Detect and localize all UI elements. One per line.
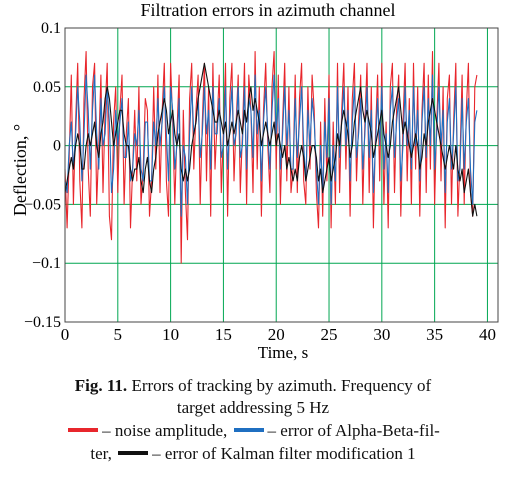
series-line-error-of-kalman-filter-modification-1 bbox=[64, 62, 478, 217]
legend-noise-label: – noise amplitude, bbox=[102, 421, 228, 440]
y-tick-label: 0.1 bbox=[41, 20, 61, 37]
legend-swatch-alpha-beta bbox=[233, 428, 264, 433]
y-tick-label: −0.05 bbox=[24, 196, 61, 213]
x-tick-label: 10 bbox=[162, 325, 179, 344]
chart-title: Filtration errors in azimuth channel bbox=[141, 0, 396, 20]
x-tick-label: 25 bbox=[321, 325, 338, 344]
series-layer bbox=[64, 50, 478, 264]
x-tick-label: 40 bbox=[479, 325, 496, 344]
legend-kalman-label: – error of Kalman filter modification 1 bbox=[152, 444, 416, 463]
legend-swatch-noise bbox=[68, 428, 99, 433]
x-axis-label: Time, s bbox=[258, 343, 308, 362]
legend-alpha-beta-cont: ter, bbox=[90, 444, 112, 463]
legend-row-2: ter, – error of Kalman filter modificati… bbox=[0, 443, 506, 464]
y-tick-label: 0.05 bbox=[33, 79, 61, 96]
x-tick-label: 0 bbox=[61, 325, 70, 344]
chart: Filtration errors in azimuth channel 0 5 1… bbox=[10, 0, 499, 362]
y-tick-label: −0.1 bbox=[32, 255, 61, 272]
legend-row-1: – noise amplitude, – error of Alpha-Beta… bbox=[0, 420, 506, 441]
x-tick-label: 15 bbox=[215, 325, 232, 344]
legend-swatch-kalman bbox=[118, 451, 149, 456]
x-tick-label: 5 bbox=[114, 325, 123, 344]
legend-alpha-beta-label: – error of Alpha-Beta-fil- bbox=[267, 421, 440, 440]
x-tick-label: 35 bbox=[426, 325, 443, 344]
x-tick-label: 30 bbox=[373, 325, 390, 344]
caption-line-1: Errors of tracking by azimuth. Frequency… bbox=[127, 376, 432, 395]
figure-caption: Fig. 11. Errors of tracking by azimuth. … bbox=[0, 375, 506, 396]
y-axis-label: Deflection, ° bbox=[10, 124, 30, 216]
y-tick-label: −0.15 bbox=[24, 314, 61, 331]
figure-label: Fig. 11. bbox=[74, 376, 128, 395]
x-tick-label: 20 bbox=[268, 325, 285, 344]
plot-frame bbox=[64, 27, 499, 323]
y-tick-label: 0 bbox=[53, 138, 61, 155]
caption-line-2: target addressing 5 Hz bbox=[176, 398, 330, 417]
tick-labels: 0 5 10 15 20 25 30 35 40 0.1 0.05 0 −0.05 −0.1 −0.15 bbox=[24, 20, 496, 344]
